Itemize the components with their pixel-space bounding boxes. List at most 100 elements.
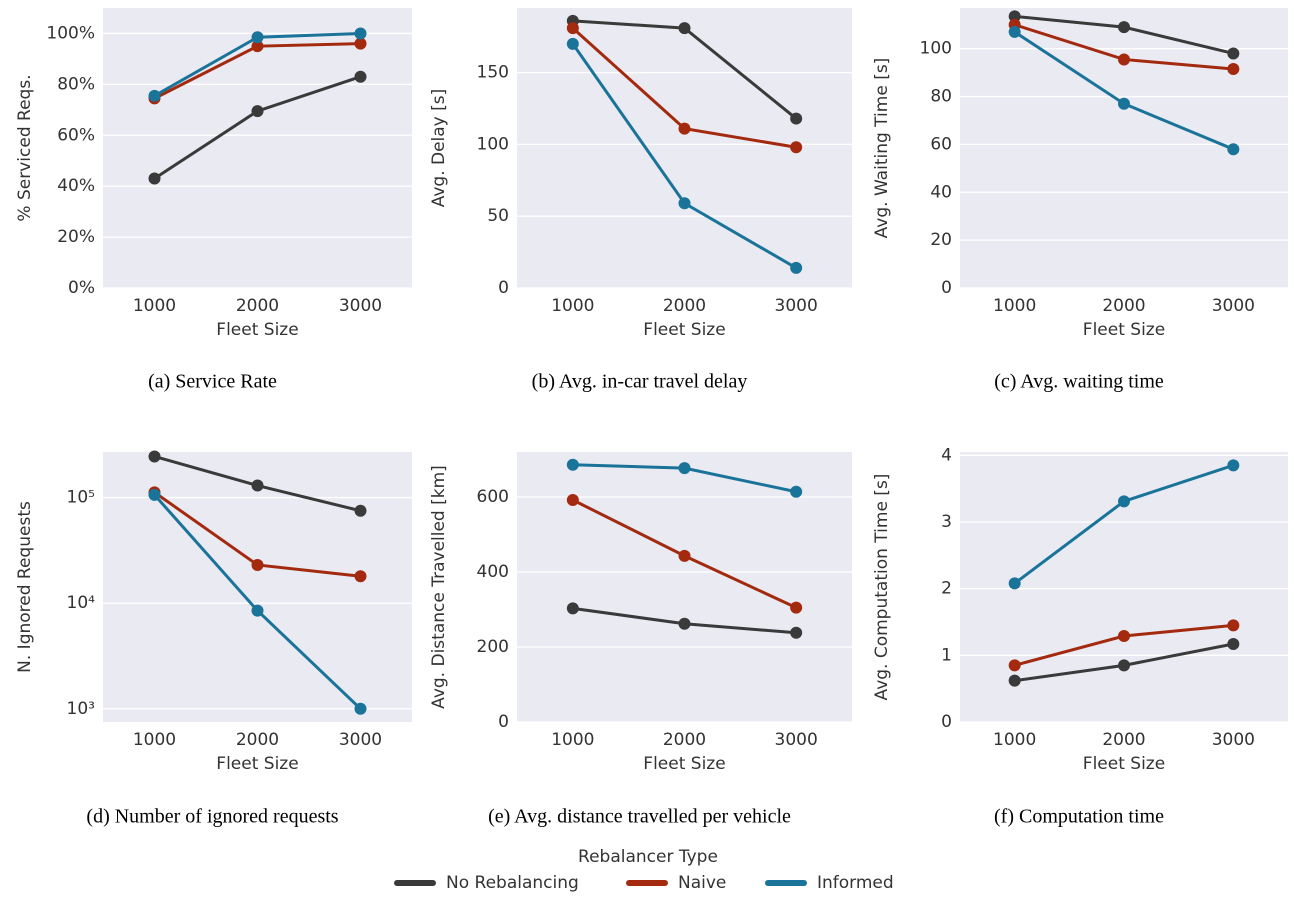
y-tick-label: 80 xyxy=(930,87,952,107)
x-tick-label: 2000 xyxy=(236,730,279,750)
point xyxy=(1118,659,1130,672)
y-tick-label: 20 xyxy=(930,230,952,250)
y-tick-label: 40% xyxy=(57,176,95,196)
point xyxy=(790,261,803,274)
x-tick-label: 3000 xyxy=(1212,730,1255,750)
x-tick-label: 3000 xyxy=(1212,296,1255,316)
x-tick-label: 3000 xyxy=(339,296,382,316)
point xyxy=(354,702,367,715)
point xyxy=(354,27,367,40)
y-axis-label: Avg. Waiting Time [s] xyxy=(872,58,892,239)
point xyxy=(678,197,691,210)
point xyxy=(251,40,264,53)
point xyxy=(148,172,161,185)
x-axis-label: Fleet Size xyxy=(216,754,298,774)
point xyxy=(354,570,367,583)
legend-label: Naive xyxy=(678,873,726,893)
caption: (b) Avg. in-car travel delay xyxy=(532,371,748,393)
plot-area xyxy=(103,8,412,288)
point xyxy=(1008,577,1021,590)
point xyxy=(790,141,803,154)
y-tick-label: 50 xyxy=(487,206,509,226)
point xyxy=(678,122,691,135)
x-tick-label: 3000 xyxy=(775,296,818,316)
point xyxy=(1008,10,1021,23)
caption: (d) Number of ignored requests xyxy=(86,806,338,828)
point xyxy=(678,549,691,562)
point xyxy=(790,626,803,639)
point xyxy=(1227,143,1240,156)
y-tick-label: 20% xyxy=(57,227,95,247)
point xyxy=(1227,47,1240,60)
y-tick-label: 0 xyxy=(941,712,952,732)
y-tick-label: 10⁵ xyxy=(67,488,95,508)
x-tick-label: 2000 xyxy=(1102,296,1145,316)
point xyxy=(1008,674,1021,687)
x-tick-label: 1000 xyxy=(133,730,176,750)
point xyxy=(1118,495,1130,508)
x-axis-label: Fleet Size xyxy=(643,320,725,340)
point xyxy=(1008,25,1021,38)
point xyxy=(790,601,803,614)
legend-label: Informed xyxy=(817,873,894,893)
y-axis-label: N. Ignored Requests xyxy=(15,501,35,673)
point xyxy=(566,37,579,50)
point xyxy=(790,112,803,125)
point xyxy=(251,105,264,118)
point xyxy=(1118,21,1130,34)
point xyxy=(678,22,691,35)
point xyxy=(566,602,579,615)
y-tick-label: 0% xyxy=(68,278,95,298)
x-tick-label: 1000 xyxy=(993,296,1036,316)
x-tick-label: 2000 xyxy=(663,730,706,750)
point xyxy=(566,458,579,471)
x-tick-label: 2000 xyxy=(1102,730,1145,750)
point xyxy=(1118,630,1130,642)
y-tick-label: 200 xyxy=(477,637,509,657)
y-tick-label: 80% xyxy=(57,74,95,94)
point xyxy=(678,462,691,475)
y-tick-label: 10⁴ xyxy=(67,593,96,613)
point xyxy=(251,604,264,617)
x-tick-label: 1000 xyxy=(133,296,176,316)
x-tick-label: 2000 xyxy=(236,296,279,316)
legend-title: Rebalancer Type xyxy=(578,847,718,867)
y-tick-label: 1 xyxy=(941,645,952,665)
x-axis-label: Fleet Size xyxy=(1083,320,1165,340)
y-axis-label: Avg. Computation Time [s] xyxy=(872,474,892,701)
caption: (e) Avg. distance travelled per vehicle xyxy=(488,806,791,828)
y-tick-label: 0 xyxy=(941,278,952,298)
point xyxy=(678,617,691,630)
caption: (c) Avg. waiting time xyxy=(994,371,1164,393)
y-tick-label: 100% xyxy=(46,23,95,43)
point xyxy=(1008,659,1021,672)
y-tick-label: 100 xyxy=(920,39,952,59)
x-tick-label: 3000 xyxy=(775,730,818,750)
y-axis-label: % Serviced Reqs. xyxy=(15,74,35,221)
point xyxy=(566,22,579,35)
y-tick-label: 10³ xyxy=(67,699,95,719)
y-axis-label: Avg. Delay [s] xyxy=(429,89,449,208)
y-tick-label: 600 xyxy=(477,487,509,507)
x-tick-label: 3000 xyxy=(339,730,382,750)
y-tick-label: 0 xyxy=(498,278,509,298)
x-tick-label: 2000 xyxy=(663,296,706,316)
y-tick-label: 3 xyxy=(941,512,952,532)
point xyxy=(251,479,264,492)
point xyxy=(566,494,579,506)
point xyxy=(148,450,161,463)
point xyxy=(1227,638,1240,650)
x-axis-label: Fleet Size xyxy=(643,754,725,774)
point xyxy=(354,70,367,83)
y-tick-label: 60 xyxy=(930,134,952,154)
x-tick-label: 1000 xyxy=(993,730,1036,750)
y-tick-label: 2 xyxy=(941,579,952,599)
y-tick-label: 4 xyxy=(941,445,952,465)
x-axis-label: Fleet Size xyxy=(216,320,298,340)
y-axis-label: Avg. Distance Travelled [km] xyxy=(429,465,449,709)
caption: (a) Service Rate xyxy=(148,371,277,393)
point xyxy=(251,558,264,571)
point xyxy=(1227,619,1240,632)
y-tick-label: 0 xyxy=(498,712,509,732)
